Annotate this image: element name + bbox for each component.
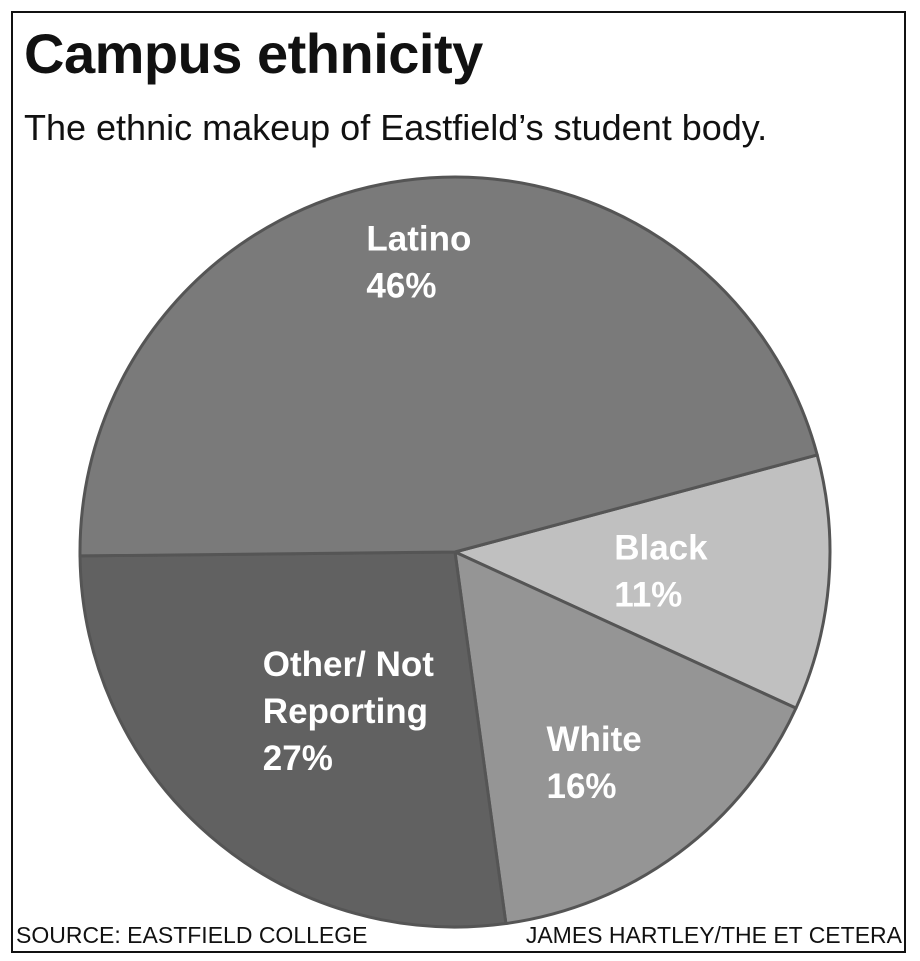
- slice-label-line: Black: [614, 528, 708, 567]
- slice-label-white: White 16%: [547, 720, 642, 806]
- slice-label-black: Black 11%: [614, 528, 708, 614]
- slice-label-line: White: [547, 720, 642, 759]
- slice-label-line: Reporting: [263, 692, 428, 731]
- slice-label-line: Latino: [366, 219, 471, 258]
- slice-label-line: 16%: [547, 767, 617, 806]
- slice-label-line: 11%: [614, 575, 682, 614]
- pie-slice-latino: [78, 175, 819, 558]
- chart-subtitle: The ethnic makeup of Eastfield’s student…: [24, 107, 768, 148]
- pie-slice-black: [453, 453, 832, 710]
- pie-slice-other-not: [78, 550, 508, 929]
- pie-slice-white: [453, 550, 798, 926]
- slice-label-latino: Latino 46%: [366, 219, 471, 305]
- slice-label-line: 27%: [263, 739, 333, 778]
- chart-frame: [11, 11, 906, 953]
- chart-title: Campus ethnicity: [24, 22, 483, 85]
- source-credit: SOURCE: EASTFIELD COLLEGE: [16, 922, 368, 948]
- slice-label-line: 46%: [366, 266, 436, 305]
- slice-label-other-not: Other/ Not Reporting 27%: [263, 645, 434, 778]
- photo-credit: JAMES HARTLEY/THE ET CETERA: [525, 922, 902, 948]
- slice-label-line: Other/ Not: [263, 645, 434, 684]
